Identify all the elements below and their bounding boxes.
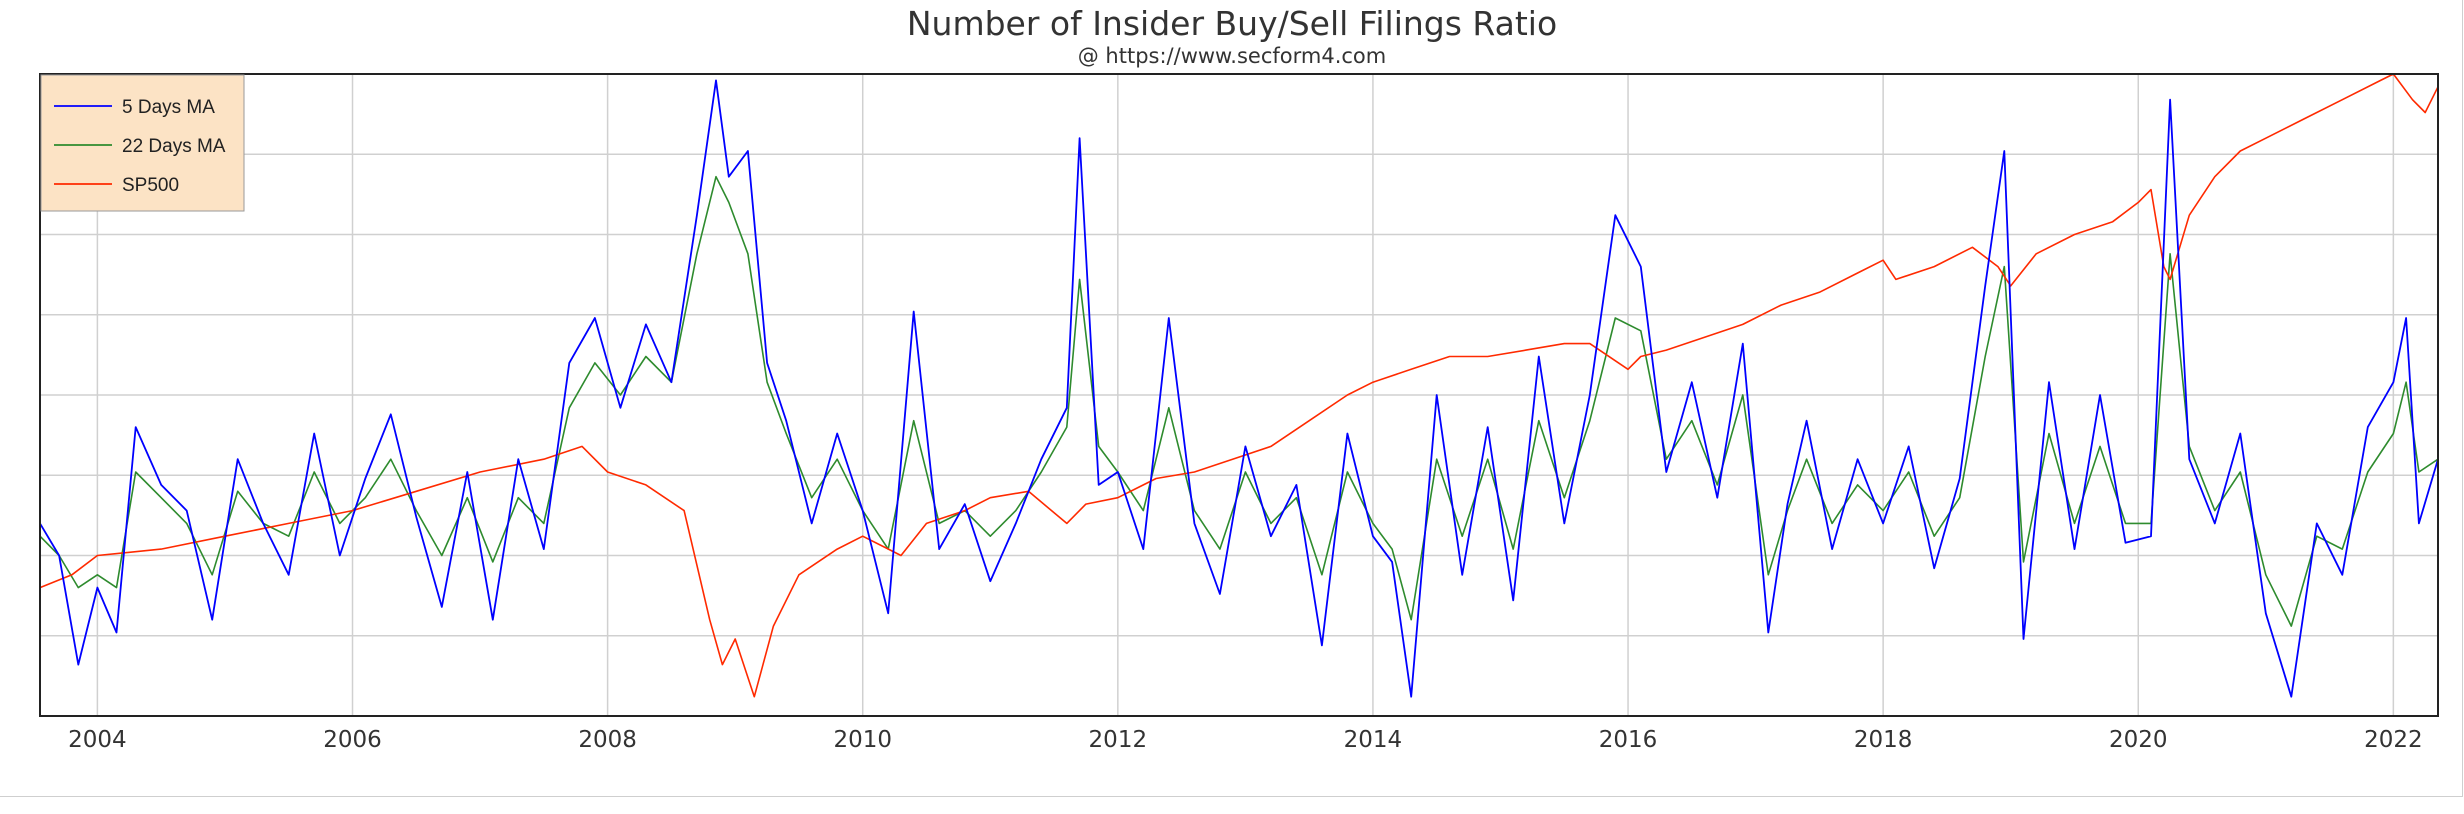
x-tick-label: 2008 — [578, 727, 637, 753]
x-tick-label: 2006 — [323, 727, 382, 753]
chart-title: Number of Insider Buy/Sell Filings Ratio — [906, 4, 1558, 43]
series-line-sp500 — [39, 73, 2439, 698]
x-tick-label: 2012 — [1089, 727, 1148, 753]
x-axis-ticks: 2004 2006 2008 2010 2012 2014 2016 2018 2020 2022 — [68, 727, 2423, 753]
x-tick-label: 2020 — [2109, 727, 2168, 753]
series-line-22-days-ma — [39, 175, 2439, 627]
legend-box — [40, 74, 245, 212]
plot-border — [39, 73, 2439, 717]
x-tick-label: 2018 — [1854, 727, 1913, 753]
chart-frame — [0, 0, 2463, 797]
legend-label: 22 Days MA — [122, 136, 226, 157]
legend-label: SP500 — [122, 175, 179, 196]
series-lines — [39, 73, 2439, 698]
x-tick-label: 2022 — [2364, 727, 2423, 753]
x-tick-label: 2014 — [1344, 727, 1403, 753]
series-line-5-days-ma — [39, 79, 2439, 698]
x-tick-label: 2016 — [1599, 727, 1658, 753]
x-tick-label: 2010 — [833, 727, 892, 753]
legend: 5 Days MA 22 Days MA SP500 — [40, 74, 245, 212]
chart-subtitle: @ https://www.secform4.com — [1077, 44, 1387, 68]
x-tick-label: 2004 — [68, 727, 127, 753]
grid — [40, 74, 2438, 716]
legend-label: 5 Days MA — [122, 97, 215, 118]
